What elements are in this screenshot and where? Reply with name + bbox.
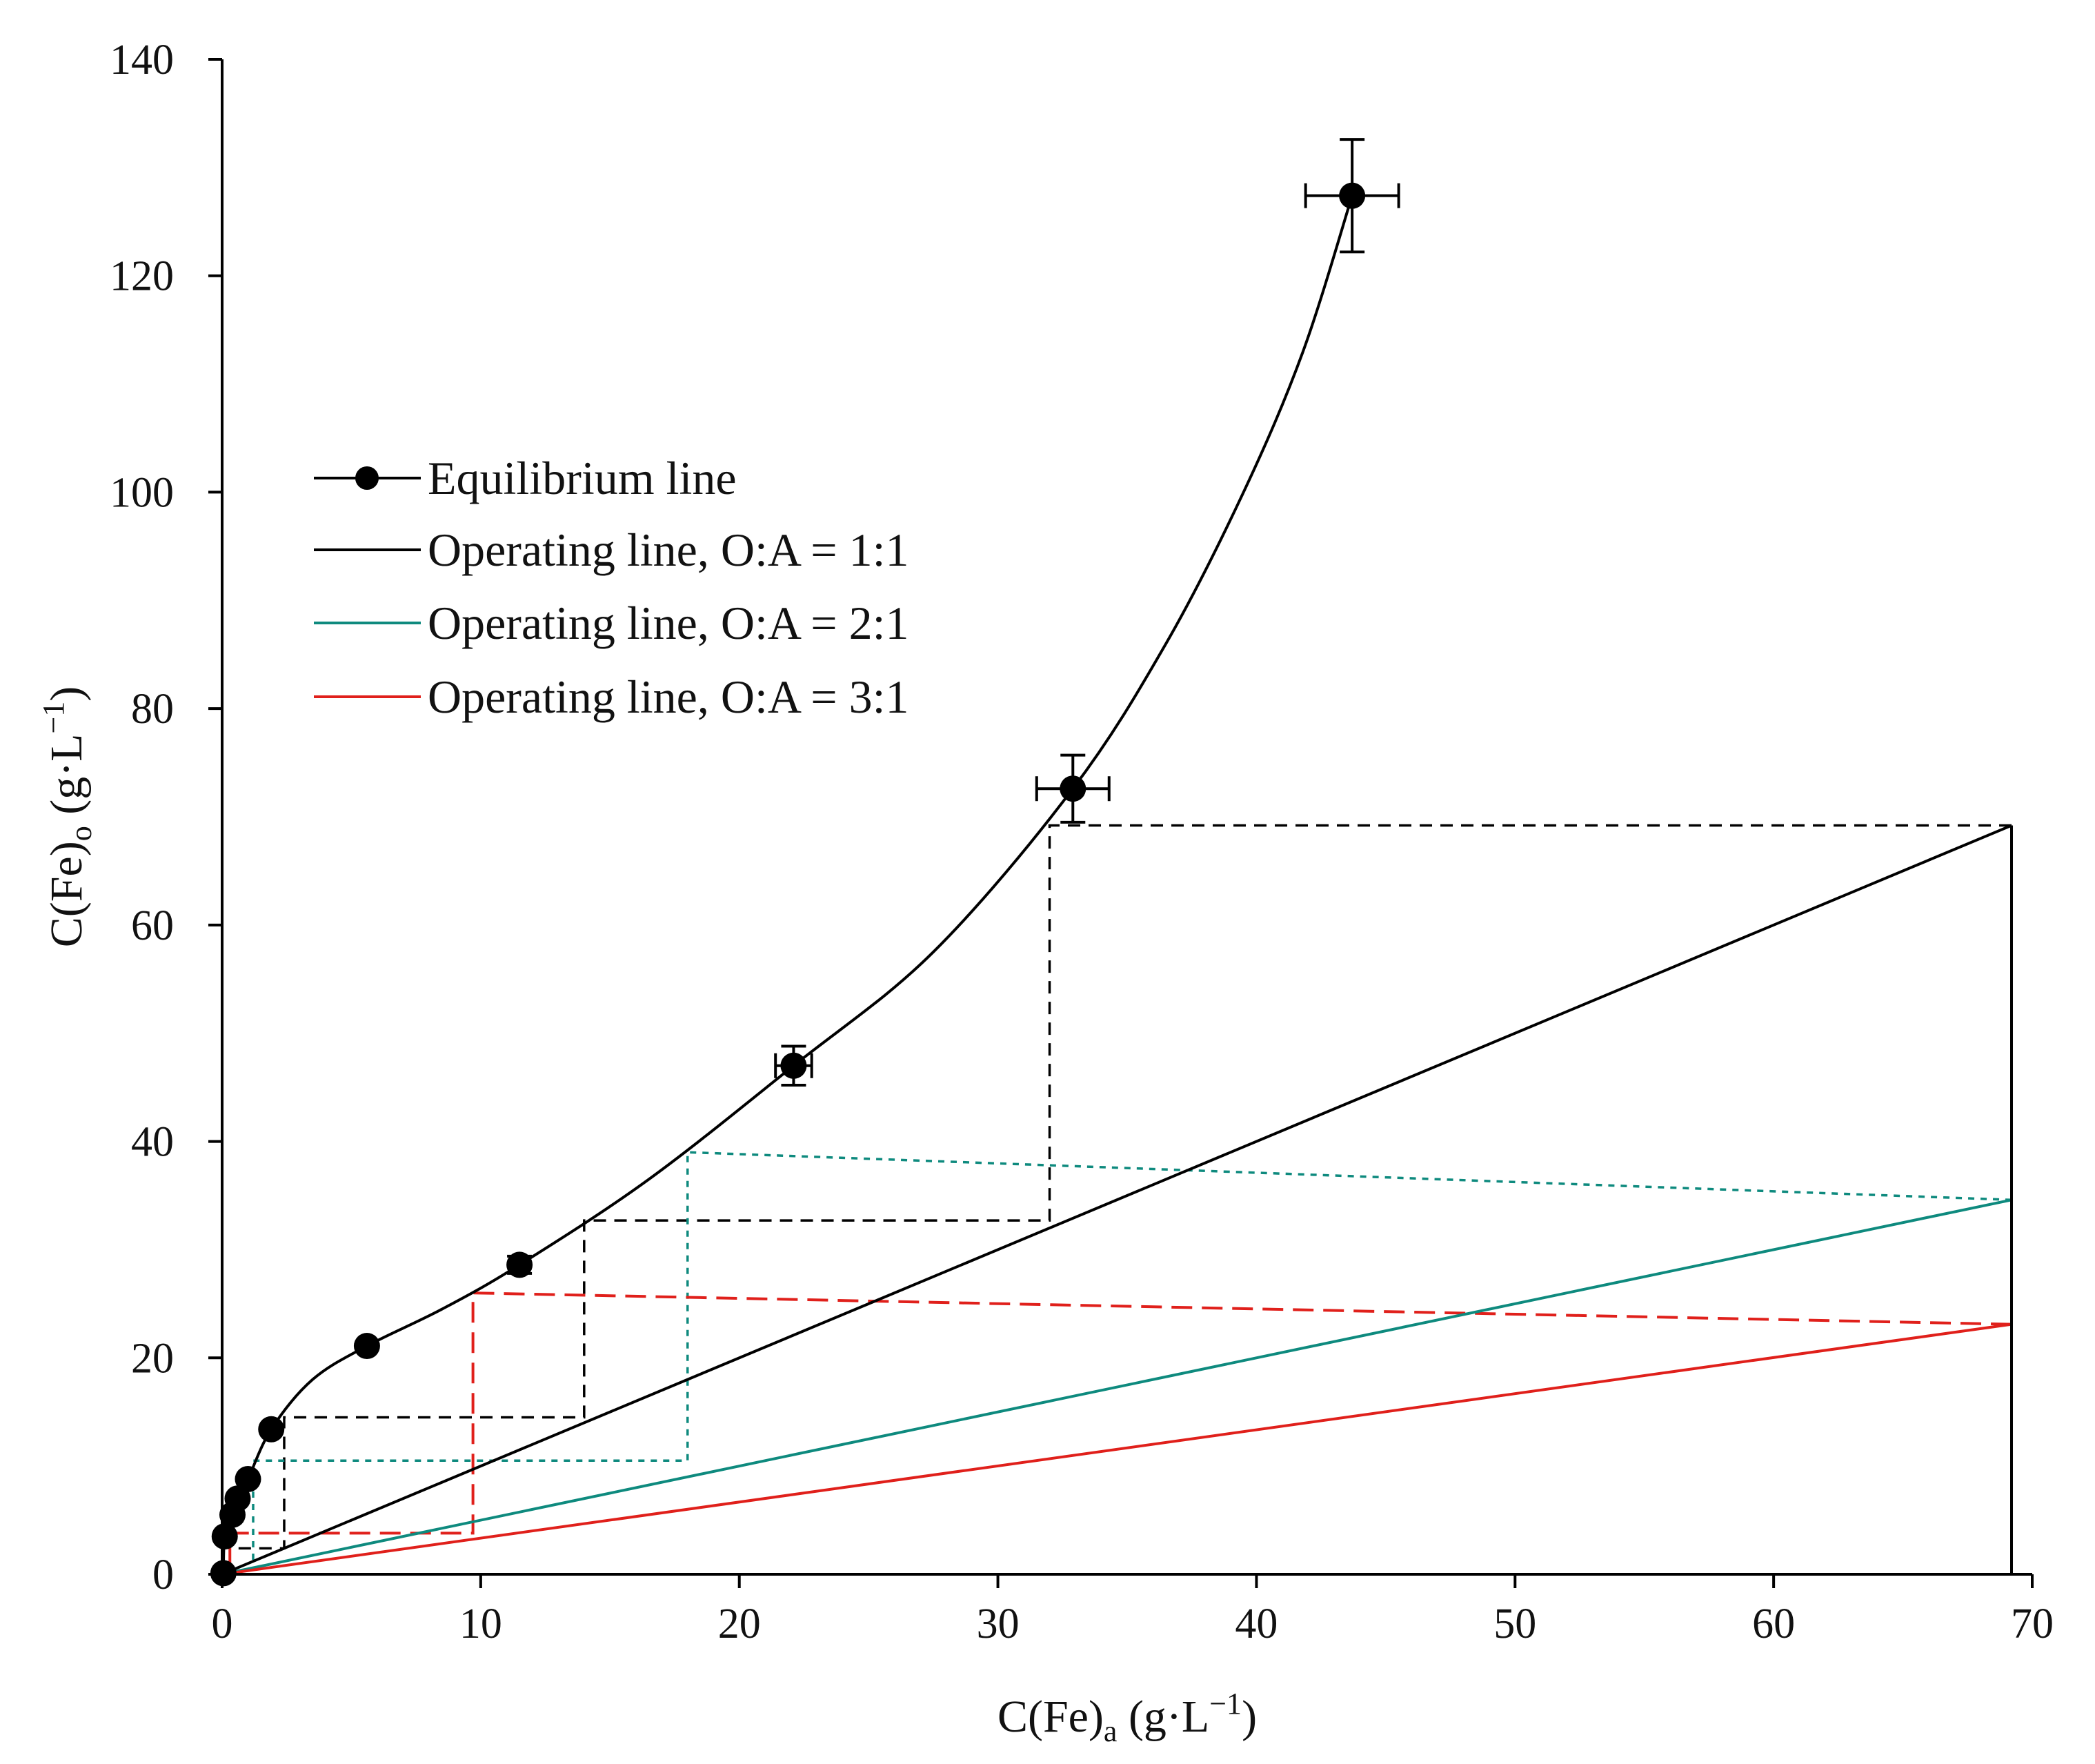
- equilibrium-point: [235, 1465, 261, 1492]
- x-axis-label-sub: a: [1104, 1714, 1118, 1748]
- x-tick-label: 70: [2011, 1601, 2054, 1647]
- x-tick-label: 20: [718, 1601, 761, 1647]
- legend-entry-op-2-1: Operating line, O:A = 2:1: [314, 597, 909, 649]
- y-tick-label: 60: [131, 902, 174, 949]
- x-tick-label: 50: [1493, 1601, 1536, 1647]
- legend-label-equilibrium: Equilibrium line: [428, 452, 737, 504]
- operating-line-2-1: [221, 1198, 2012, 1576]
- x-tick-label: 10: [459, 1601, 502, 1647]
- legend-entry-equilibrium: Equilibrium line: [314, 452, 737, 504]
- equilibrium-point: [1060, 775, 1086, 802]
- legend-marker-circle: [355, 466, 379, 490]
- y-tick-label: 140: [110, 37, 174, 83]
- axes: [221, 59, 2032, 1576]
- legend-label-op-1-1: Operating line, O:A = 1:1: [428, 524, 909, 576]
- operating-lines: [221, 824, 2014, 1576]
- stage-step-line: [228, 1291, 2012, 1569]
- x-tick-label: 40: [1235, 1601, 1278, 1647]
- equilibrium-point: [353, 1333, 380, 1360]
- legend-label-op-3-1: Operating line, O:A = 3:1: [428, 671, 909, 723]
- x-axis-label: C(Fe)a (g·L−1): [997, 1687, 1257, 1748]
- y-axis-label-sub: o: [64, 826, 98, 841]
- equilibrium-point: [211, 1523, 238, 1550]
- operating-line-1-1: [221, 824, 2012, 1576]
- legend-label-op-2-1: Operating line, O:A = 2:1: [428, 597, 909, 649]
- equilibrium-curve: [221, 195, 1354, 1574]
- legend: Equilibrium line Operating line, O:A = 1…: [314, 452, 909, 723]
- y-tick-label: 80: [131, 686, 174, 733]
- stage-step-line: [235, 824, 2012, 1550]
- equilibrium-series: [210, 138, 1400, 1587]
- stage-step-line: [252, 1151, 2012, 1564]
- equilibrium-point: [258, 1416, 285, 1443]
- equilibrium-point: [506, 1251, 533, 1278]
- equilibrium-point: [224, 1485, 251, 1512]
- equilibrium-point: [780, 1052, 807, 1079]
- legend-entry-op-3-1: Operating line, O:A = 3:1: [314, 671, 909, 723]
- x-tick-label: 0: [212, 1601, 233, 1647]
- y-tick-label: 120: [110, 253, 174, 300]
- x-tick-label: 60: [1752, 1601, 1795, 1647]
- x-tick-label: 30: [977, 1601, 1020, 1647]
- ticks: 0 10 20 30 40 50 60 70 0 20 40 60 80 100 120 140: [110, 37, 2054, 1647]
- legend-entry-op-1-1: Operating line, O:A = 1:1: [314, 524, 909, 576]
- y-tick-label: 0: [152, 1552, 174, 1598]
- y-tick-label: 40: [131, 1119, 174, 1166]
- operating-line-3-1: [221, 1322, 2012, 1576]
- y-tick-label: 20: [131, 1335, 174, 1382]
- y-tick-label: 100: [110, 469, 174, 516]
- y-axis-label: C(Fe)o (g·L−1): [37, 686, 98, 948]
- equilibrium-point: [1339, 182, 1366, 209]
